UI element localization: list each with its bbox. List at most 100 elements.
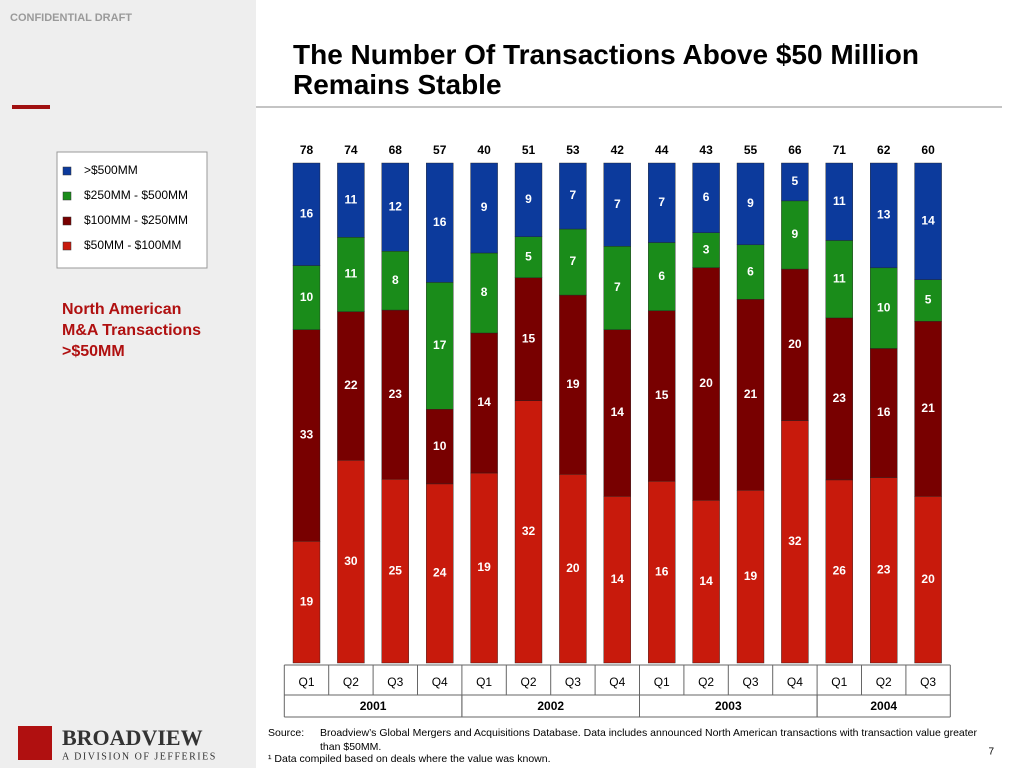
- bar-segment: [381, 478, 409, 664]
- bar-segment: [292, 265, 321, 330]
- confidential-label: CONFIDENTIAL DRAFT: [10, 12, 132, 24]
- page-number: 7: [988, 747, 994, 758]
- value-label: 19: [300, 594, 314, 608]
- value-label: 15: [522, 331, 536, 345]
- bar-segment: [736, 244, 765, 300]
- value-label: 19: [477, 560, 491, 574]
- value-label: 3: [703, 242, 710, 256]
- total-label: 71: [833, 143, 847, 157]
- value-label: 21: [744, 387, 758, 401]
- bar-segment: [514, 162, 543, 237]
- value-label: 20: [921, 572, 935, 586]
- bar-segment: [736, 490, 765, 664]
- bar-segment: [470, 472, 498, 664]
- bar-segment: [426, 162, 454, 283]
- bar-segment: [736, 299, 765, 491]
- x-tick-label: Q2: [520, 675, 536, 689]
- value-label: 13: [877, 208, 891, 222]
- bar-segment: [692, 500, 720, 664]
- total-label: 53: [566, 143, 580, 157]
- total-label: 62: [877, 143, 891, 157]
- value-label: 16: [300, 206, 314, 220]
- bar-segment: [736, 162, 765, 246]
- value-label: 23: [389, 387, 403, 401]
- legend-label: $250MM - $500MM: [84, 188, 188, 202]
- value-label: 5: [792, 174, 799, 188]
- total-label: 60: [921, 143, 935, 157]
- value-label: 9: [747, 196, 754, 210]
- bar-segment: [426, 282, 454, 410]
- chart-subtitle-text: North American M&A Transactions >$50MM: [62, 301, 201, 360]
- bar-segment: [603, 496, 631, 664]
- value-label: 7: [614, 197, 621, 211]
- value-label: 19: [566, 377, 580, 391]
- value-label: 33: [300, 428, 314, 442]
- value-label: 23: [877, 562, 891, 576]
- chart-title: The Number Of Transactions Above $50 Mil…: [293, 39, 919, 100]
- value-label: 17: [433, 338, 447, 352]
- value-label: 7: [570, 188, 577, 202]
- value-label: 30: [344, 554, 358, 568]
- value-label: 14: [699, 574, 713, 588]
- bar-segment: [914, 496, 942, 664]
- x-tick-label: Q1: [831, 675, 847, 689]
- total-label: 74: [344, 143, 358, 157]
- bar-segment: [381, 162, 409, 252]
- footnote: ¹ Data compiled based on deals where the…: [268, 753, 551, 765]
- bar-segment: [825, 240, 853, 319]
- value-label: 7: [658, 195, 665, 209]
- value-label: 14: [477, 395, 491, 409]
- bar-segment: [648, 242, 676, 311]
- value-label: 11: [833, 194, 846, 208]
- bar-segment: [292, 329, 321, 542]
- bar-segment: [692, 232, 720, 268]
- legend-label: $50MM - $100MM: [84, 238, 181, 252]
- legend-swatch: [62, 241, 72, 251]
- value-label: 8: [392, 273, 399, 287]
- bar-segment: [559, 228, 587, 296]
- value-label: 9: [481, 200, 488, 214]
- value-label: 11: [833, 271, 846, 285]
- bar-segment: [337, 311, 365, 461]
- bar-segment: [603, 329, 631, 497]
- bar-segment: [559, 294, 587, 475]
- bar-segment: [870, 348, 898, 478]
- value-label: 5: [525, 249, 532, 263]
- chart-subtitle: North American M&A Transactions >$50MM: [62, 301, 201, 360]
- value-label: 25: [389, 563, 403, 577]
- value-label: 20: [566, 561, 580, 575]
- value-label: 9: [525, 192, 532, 206]
- year-label: 2004: [870, 699, 897, 713]
- source-text: Broadview’s Global Mergers and Acquisiti…: [320, 727, 977, 753]
- x-tick-label: Q3: [387, 675, 403, 689]
- source-label: Source:: [268, 727, 305, 739]
- value-label: 8: [481, 285, 488, 299]
- logo-mark: [18, 726, 52, 760]
- x-tick-label: Q1: [298, 675, 314, 689]
- value-label: 5: [925, 293, 932, 307]
- bar-segment: [470, 162, 498, 254]
- value-label: 6: [747, 264, 754, 278]
- bar-segment: [337, 237, 365, 312]
- bar-segment: [781, 268, 809, 421]
- bar-segment: [870, 267, 898, 349]
- value-label: 32: [788, 534, 802, 548]
- legend-swatch: [62, 166, 72, 176]
- value-label: 14: [611, 405, 625, 419]
- x-tick-label: Q4: [609, 675, 625, 689]
- side-panel: [0, 0, 256, 768]
- bar-segment: [514, 236, 543, 278]
- value-label: 32: [522, 524, 536, 538]
- value-label: 26: [833, 564, 847, 578]
- accent-bar: [12, 105, 50, 109]
- value-label: 7: [614, 280, 621, 294]
- total-label: 68: [389, 143, 403, 157]
- x-tick-label: Q1: [654, 675, 670, 689]
- bar-segment: [781, 162, 809, 202]
- bar-segment: [381, 251, 409, 311]
- x-tick-label: Q4: [432, 675, 448, 689]
- value-label: 23: [833, 391, 847, 405]
- value-label: 6: [658, 269, 665, 283]
- bar-segment: [292, 541, 321, 664]
